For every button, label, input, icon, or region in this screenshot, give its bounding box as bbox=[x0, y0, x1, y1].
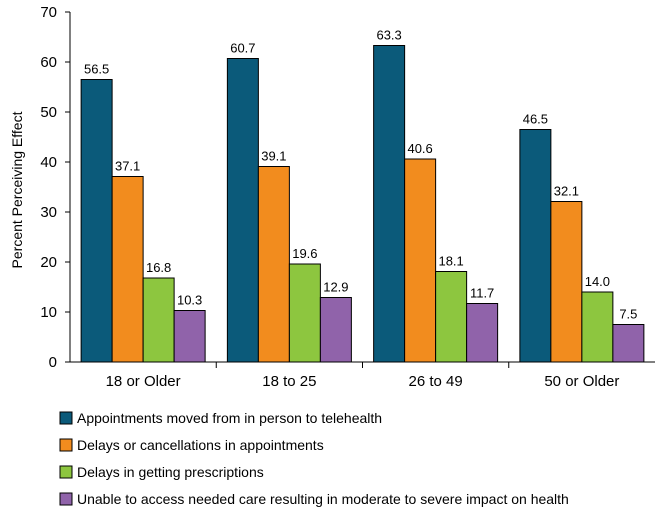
legend-swatch bbox=[59, 411, 73, 425]
data-label: 7.5 bbox=[619, 307, 637, 322]
bar bbox=[257, 166, 290, 363]
bar bbox=[519, 129, 552, 363]
bar bbox=[581, 291, 614, 363]
bar bbox=[226, 58, 259, 363]
legend-label: Appointments moved from in person to tel… bbox=[77, 410, 382, 426]
bar bbox=[288, 263, 321, 363]
x-tick-label: 18 or Older bbox=[106, 373, 181, 390]
bar bbox=[466, 303, 499, 363]
y-tick-label: 60 bbox=[40, 54, 57, 71]
x-tick-label: 18 to 25 bbox=[262, 373, 316, 390]
x-tick-label: 26 to 49 bbox=[409, 373, 463, 390]
bar bbox=[142, 277, 175, 363]
data-label: 19.6 bbox=[292, 246, 317, 261]
y-tick-label: 20 bbox=[40, 254, 57, 271]
data-label: 39.1 bbox=[261, 149, 286, 164]
data-label: 18.1 bbox=[438, 254, 463, 269]
y-tick-label: 40 bbox=[40, 154, 57, 171]
data-label: 63.3 bbox=[376, 28, 401, 43]
bar bbox=[435, 271, 468, 363]
bar bbox=[404, 158, 437, 363]
y-tick-label: 30 bbox=[40, 204, 57, 221]
data-label: 40.6 bbox=[407, 141, 432, 156]
data-label: 12.9 bbox=[323, 280, 348, 295]
bar bbox=[319, 297, 352, 363]
legend-label: Delays in getting prescriptions bbox=[77, 464, 264, 480]
data-label: 10.3 bbox=[177, 293, 202, 308]
legend-swatch bbox=[59, 438, 73, 452]
bar bbox=[173, 310, 206, 363]
y-axis-title: Percent Perceiving Effect bbox=[9, 111, 25, 268]
data-label: 14.0 bbox=[585, 274, 610, 289]
data-label: 56.5 bbox=[84, 62, 109, 77]
data-label: 60.7 bbox=[230, 41, 255, 56]
legend-swatch bbox=[59, 465, 73, 479]
data-label: 46.5 bbox=[523, 112, 548, 127]
legend-label: Unable to access needed care resulting i… bbox=[77, 491, 569, 507]
y-tick-label: 0 bbox=[49, 354, 57, 371]
legend-swatch bbox=[59, 492, 73, 506]
data-label: 16.8 bbox=[146, 260, 171, 275]
data-label: 37.1 bbox=[115, 159, 140, 174]
bar bbox=[80, 79, 113, 363]
y-tick-label: 10 bbox=[40, 304, 57, 321]
bar bbox=[612, 324, 645, 363]
y-tick-label: 50 bbox=[40, 104, 57, 121]
bar bbox=[111, 176, 144, 363]
x-tick-label: 50 or Older bbox=[544, 373, 619, 390]
bar bbox=[373, 45, 406, 363]
data-label: 11.7 bbox=[470, 286, 494, 301]
y-tick-label: 70 bbox=[40, 4, 57, 21]
bar bbox=[550, 201, 583, 363]
legend-label: Delays or cancellations in appointments bbox=[77, 437, 324, 453]
data-label: 32.1 bbox=[554, 184, 579, 199]
